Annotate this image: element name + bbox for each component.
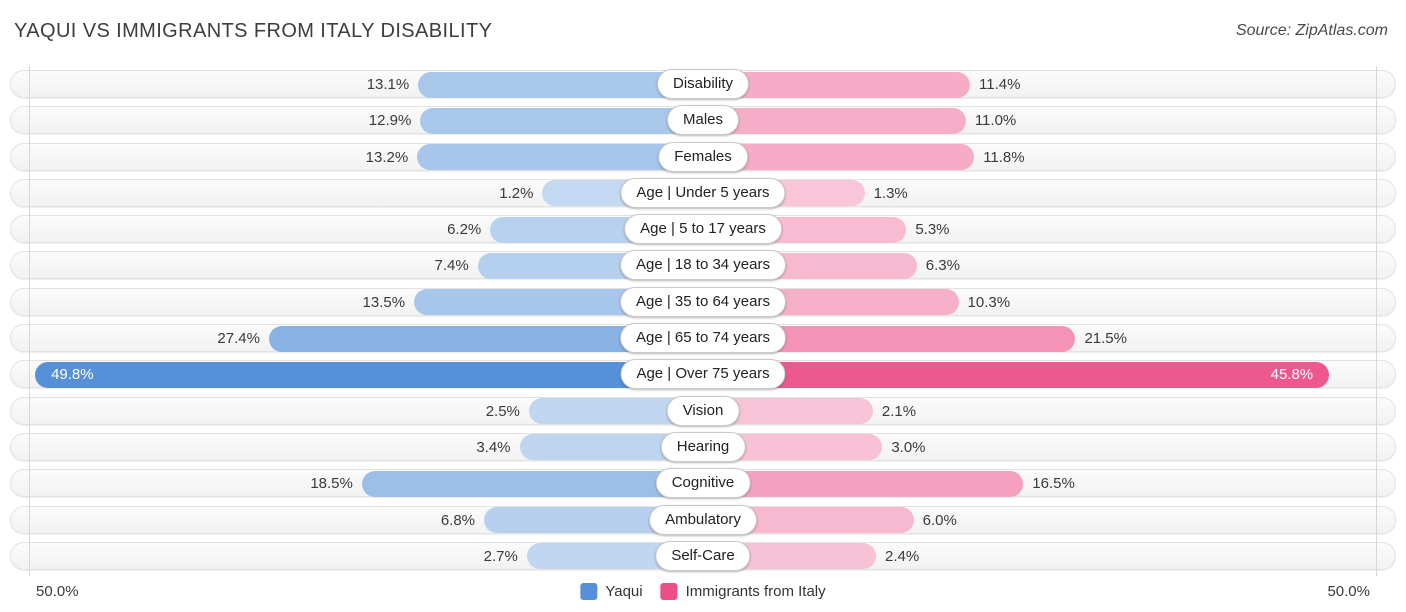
italy-value-label: 16.5%: [1032, 475, 1075, 493]
chart-row: 12.9% 11.0% Males: [10, 105, 1396, 136]
italy-value-label: 21.5%: [1084, 330, 1127, 348]
italy-value-label: 11.4%: [979, 76, 1021, 93]
legend-label-yaqui: Yaqui: [605, 583, 643, 601]
axis-label-left: 50.0%: [36, 583, 79, 601]
legend: Yaqui Immigrants from Italy: [580, 583, 826, 601]
yaqui-value-label: 1.2%: [499, 184, 534, 202]
source-attribution: Source: ZipAtlas.com: [1235, 22, 1388, 39]
category-label: Males: [666, 105, 740, 136]
italy-value-label: 2.1%: [881, 402, 917, 420]
italy-value-label: 6.3%: [925, 257, 960, 275]
chart-row: 13.2% 11.8% Females: [10, 141, 1396, 172]
italy-value-label: 45.8%: [1270, 366, 1314, 384]
yaqui-value-label: 13.5%: [362, 293, 406, 311]
category-label: Age | 35 to 64 years: [620, 286, 786, 317]
gridline-right-50pct: [1376, 66, 1377, 576]
category-label: Females: [658, 141, 748, 172]
chart-row: 1.2% 1.3% Age | Under 5 years: [10, 177, 1396, 208]
italy-value-label: 1.3%: [873, 184, 908, 202]
legend-label-italy: Immigrants from Italy: [685, 583, 826, 601]
page-title: YAQUI VS IMMIGRANTS FROM ITALY DISABILIT…: [14, 20, 493, 42]
italy-value-label: 5.3%: [915, 221, 950, 239]
chart-row: 13.1% 11.4% Disability: [10, 69, 1396, 99]
category-label: Ambulatory: [649, 504, 757, 535]
chart-row: 2.7% 2.4% Self-Care: [10, 540, 1396, 571]
chart-row: 27.4% 21.5% Age | 65 to 74 years: [10, 323, 1396, 354]
italy-value-label: 10.3%: [967, 293, 1011, 311]
yaqui-value-label: 13.1%: [366, 76, 410, 93]
category-label: Self-Care: [655, 540, 751, 571]
legend-item-yaqui: Yaqui: [580, 583, 643, 601]
chart-footer: 50.0% Yaqui Immigrants from Italy 50.0%: [10, 579, 1396, 605]
category-label: Age | 5 to 17 years: [624, 214, 782, 245]
header: YAQUI VS IMMIGRANTS FROM ITALY DISABILIT…: [0, 0, 1406, 62]
yaqui-bar: [417, 144, 703, 171]
category-label: Disability: [656, 69, 750, 99]
italy-bar: [703, 107, 966, 134]
yaqui-value-label: 2.5%: [485, 402, 520, 420]
chart-row: 49.8% 45.8% Age | Over 75 years: [10, 359, 1396, 390]
italy-bar: [703, 144, 975, 171]
category-label: Age | 18 to 34 years: [620, 250, 786, 281]
category-label: Age | Over 75 years: [620, 359, 786, 390]
italy-value-label: 3.0%: [891, 438, 926, 456]
yaqui-value-label: 27.4%: [217, 330, 260, 348]
yaqui-value-label: 18.5%: [310, 475, 353, 493]
category-label: Age | Under 5 years: [620, 177, 786, 208]
yaqui-bar: [420, 107, 703, 134]
italy-value-label: 2.4%: [885, 547, 920, 565]
yaqui-value-label: 6.2%: [447, 221, 482, 239]
yaqui-value-label: 7.4%: [434, 257, 469, 275]
yaqui-bar: [418, 71, 703, 98]
chart-rows: 13.1% 11.4% Disability 12.9% 11.0% Males…: [10, 69, 1396, 571]
chart-row: 18.5% 16.5% Cognitive: [10, 468, 1396, 499]
italy-bar: [703, 361, 1330, 388]
yaqui-value-label: 13.2%: [365, 148, 409, 166]
italy-value-label: 6.0%: [922, 511, 957, 529]
yaqui-value-label: 2.7%: [483, 547, 518, 565]
category-label: Hearing: [660, 431, 746, 462]
chart-row: 7.4% 6.3% Age | 18 to 34 years: [10, 250, 1396, 281]
italy-color-swatch: [660, 583, 678, 601]
yaqui-bar: [35, 361, 703, 388]
yaqui-value-label: 6.8%: [440, 511, 476, 529]
legend-item-italy: Immigrants from Italy: [660, 583, 826, 601]
butterfly-chart: 13.1% 11.4% Disability 12.9% 11.0% Males…: [10, 66, 1396, 576]
chart-row: 2.5% 2.1% Vision: [10, 395, 1396, 426]
yaqui-value-label: 12.9%: [368, 112, 412, 130]
category-label: Age | 65 to 74 years: [620, 323, 786, 354]
yaqui-bar: [361, 470, 703, 497]
italy-value-label: 11.0%: [974, 112, 1017, 130]
chart-row: 6.8% 6.0% Ambulatory: [10, 504, 1396, 535]
yaqui-value-label: 49.8%: [51, 366, 94, 384]
chart-row: 3.4% 3.0% Hearing: [10, 431, 1396, 462]
yaqui-value-label: 3.4%: [476, 438, 511, 456]
category-label: Cognitive: [655, 468, 751, 499]
axis-label-right: 50.0%: [1327, 583, 1370, 601]
chart-row: 13.5% 10.3% Age | 35 to 64 years: [10, 286, 1396, 317]
italy-bar: [703, 470, 1024, 497]
italy-value-label: 11.8%: [983, 148, 1025, 166]
category-label: Vision: [666, 395, 740, 426]
yaqui-color-swatch: [580, 583, 598, 601]
gridline-left-50pct: [29, 66, 30, 576]
chart-row: 6.2% 5.3% Age | 5 to 17 years: [10, 214, 1396, 245]
